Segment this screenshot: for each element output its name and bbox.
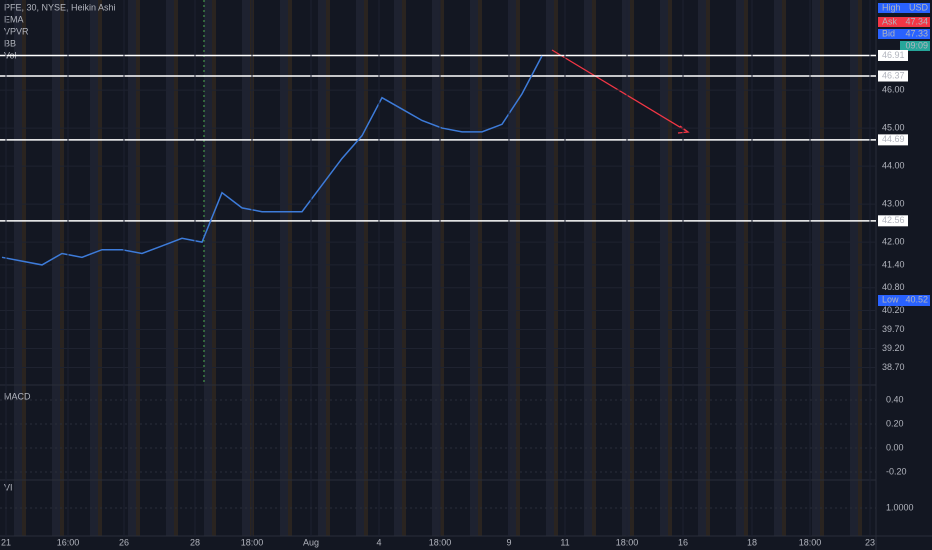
trend-arrow — [551, 49, 689, 133]
bid-price: 47.33 — [905, 28, 928, 38]
level-badge — [878, 134, 908, 146]
y-tick-label: 39.20 — [882, 343, 905, 353]
badge-label: High — [882, 2, 901, 12]
x-tick-label: 18:00 — [429, 537, 452, 547]
x-tick-label: 4 — [376, 537, 381, 547]
y-tick-label: -0.20 — [886, 466, 907, 476]
badge-label: Ask — [882, 16, 898, 26]
x-tick-label: 11 — [560, 537, 569, 547]
price-axis-bg — [876, 0, 932, 550]
level-label: 42.56 — [882, 215, 905, 225]
time-axis-bg — [0, 536, 932, 550]
y-tick-label: 39.70 — [882, 324, 905, 334]
badge-label: Low — [882, 294, 899, 304]
low-price: 40.52 — [905, 294, 928, 304]
x-tick-label: 18:00 — [241, 537, 264, 547]
y-tick-label: 40.80 — [882, 282, 905, 292]
level-label: 44.69 — [882, 134, 905, 144]
x-tick-label: 16 — [678, 537, 688, 547]
x-tick-label: 16:00 — [57, 537, 80, 547]
badge-bg — [878, 17, 930, 27]
x-tick-label: Aug — [303, 537, 319, 547]
badge-label: Bid — [882, 28, 895, 38]
pane-title: MACD — [4, 391, 31, 401]
badge-bg — [900, 41, 930, 51]
level-badge — [878, 49, 908, 61]
y-tick-label: 41.40 — [882, 259, 905, 269]
y-tick-label: 43.00 — [882, 198, 905, 208]
x-tick-label: 21 — [1, 537, 11, 547]
badge-bg — [878, 3, 930, 13]
badge-bg — [878, 295, 930, 306]
y-tick-label: 0.40 — [886, 394, 904, 404]
y-tick-label: 42.00 — [882, 236, 905, 246]
x-tick-label: 18:00 — [616, 537, 639, 547]
x-tick-label: 26 — [119, 537, 129, 547]
badge-bg — [878, 29, 930, 39]
pane-title: VI — [4, 482, 13, 492]
x-tick-label: 18:00 — [799, 537, 822, 547]
y-tick-label: 44.00 — [882, 160, 905, 170]
indicator: BB — [4, 38, 16, 48]
y-tick-label: 46.00 — [882, 84, 905, 94]
y-tick-label: 1.0000 — [886, 502, 914, 512]
price-line — [1, 55, 543, 266]
x-tick-label: 18 — [747, 537, 757, 547]
y-tick-label: 40.20 — [882, 305, 905, 315]
ask-price: 47.34 — [905, 16, 928, 26]
indicator: VPVR — [4, 26, 29, 36]
y-tick-label: 45.00 — [882, 122, 905, 132]
countdown: 09:09 — [905, 40, 928, 50]
y-tick-label: 0.00 — [886, 442, 904, 452]
x-tick-label: 23 — [865, 537, 875, 547]
x-tick-label: 28 — [190, 537, 200, 547]
symbol: PFE, 30, NYSE, Heikin Ashi — [4, 2, 116, 12]
level-badge — [878, 70, 908, 82]
level-badge — [878, 215, 908, 227]
indicator: EMA — [4, 14, 24, 24]
y-tick-label: 38.70 — [882, 362, 905, 372]
level-label: 46.91 — [882, 50, 905, 60]
x-tick-label: 9 — [506, 537, 511, 547]
y-tick-label: 0.20 — [886, 418, 904, 428]
currency: USD — [909, 2, 929, 12]
level-label: 46.37 — [882, 70, 905, 80]
